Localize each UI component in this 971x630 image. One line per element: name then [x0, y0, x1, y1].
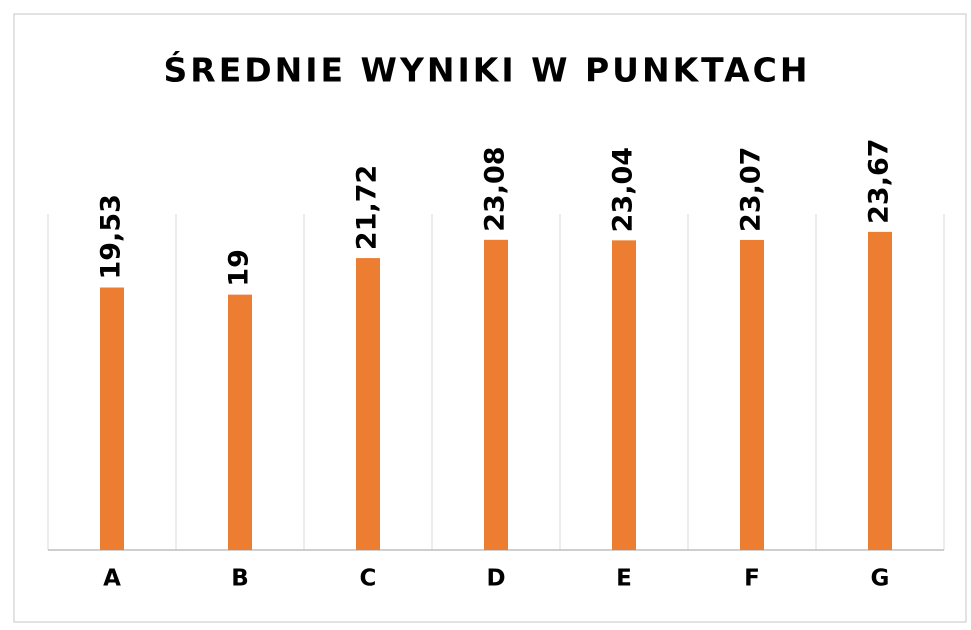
bar [484, 239, 508, 550]
x-tick-label: B [231, 566, 249, 592]
x-tick-label: D [486, 566, 505, 592]
data-label: 21,72 [352, 165, 383, 250]
data-label: 19,53 [96, 194, 127, 279]
bar [100, 287, 124, 550]
x-tick-label: A [103, 566, 121, 592]
bar [356, 258, 380, 550]
bar [612, 240, 636, 550]
x-tick-label: G [871, 566, 890, 592]
x-tick-label: E [616, 566, 632, 592]
chart-title: ŚREDNIE WYNIKI W PUNKTACH [164, 50, 811, 90]
bar [740, 239, 764, 550]
data-label: 23,04 [608, 147, 639, 232]
bar [228, 294, 252, 550]
data-label: 23,08 [480, 146, 511, 231]
x-tick-label: C [360, 566, 377, 592]
x-tick-label: F [744, 566, 760, 592]
data-label: 19 [224, 249, 255, 287]
bar [868, 231, 892, 551]
data-label: 23,07 [736, 147, 767, 232]
data-label: 23,67 [864, 138, 895, 223]
